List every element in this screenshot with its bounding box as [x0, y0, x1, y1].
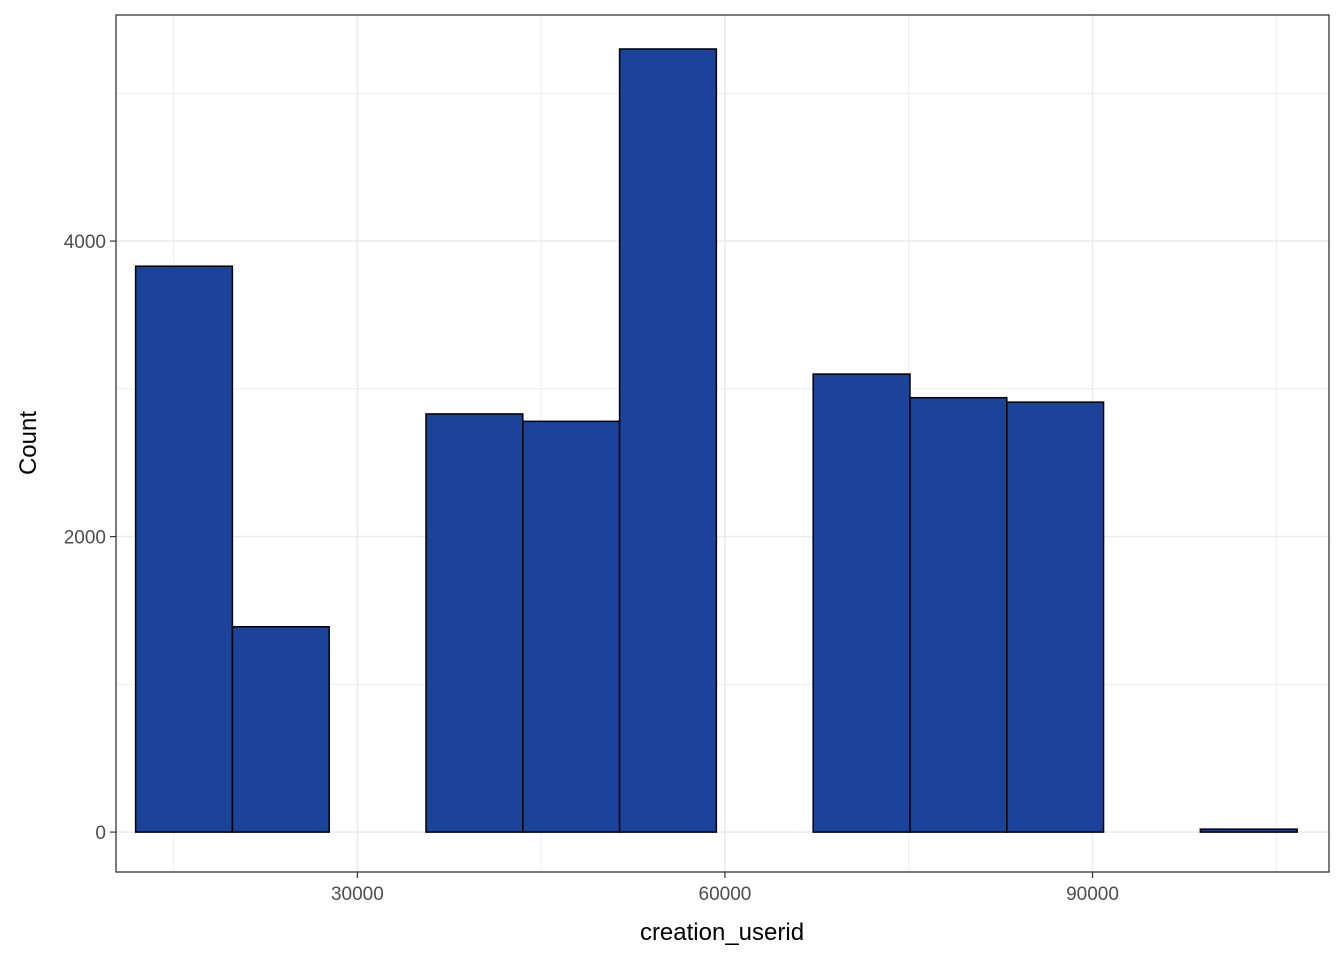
x-axis-title: creation_userid [640, 919, 804, 946]
histogram-bar [522, 420, 621, 833]
histogram-bar [618, 48, 718, 833]
y-tick-label: 4000 [64, 232, 106, 253]
panel-border [115, 14, 1330, 873]
y-axis-title: Count [15, 411, 42, 475]
histogram-bar [1006, 401, 1105, 833]
histogram-bar [909, 396, 1008, 833]
histogram-bar [231, 625, 330, 833]
x-tick-label: 30000 [331, 884, 384, 905]
histogram-bar [1199, 828, 1298, 833]
axis-ticks: 30000 60000 90000 0 2000 4000 [64, 232, 1119, 905]
histogram-bar [425, 413, 524, 833]
histogram-bars [134, 48, 1298, 833]
x-tick-label: 90000 [1066, 884, 1119, 905]
y-tick-label: 2000 [64, 528, 106, 549]
histogram-bar [134, 265, 234, 833]
y-tick-label: 0 [95, 823, 106, 844]
histogram-bar [812, 373, 911, 833]
x-tick-label: 60000 [699, 884, 752, 905]
